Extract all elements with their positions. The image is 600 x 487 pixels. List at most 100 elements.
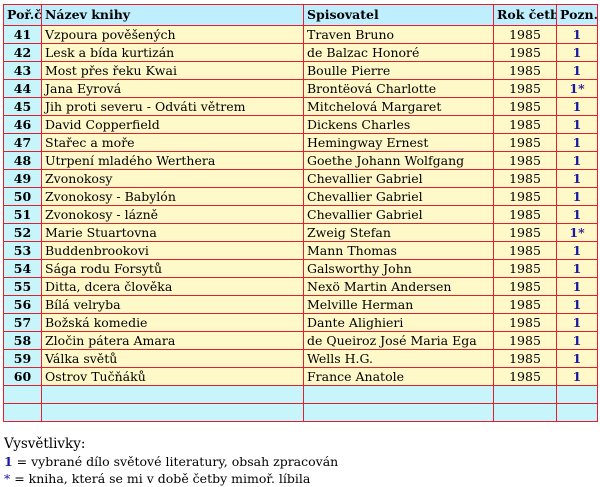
- row-year: 1985: [493, 349, 557, 368]
- row-number: 59: [3, 349, 42, 368]
- row-note: 1: [556, 115, 598, 134]
- row-year: 1985: [493, 223, 557, 242]
- row-number: 42: [3, 43, 42, 62]
- row-number: 53: [3, 241, 42, 260]
- empty-cell: [303, 385, 494, 404]
- row-author: France Anatole: [303, 367, 494, 386]
- row-number: 41: [3, 25, 42, 44]
- row-author: Mann Thomas: [303, 241, 494, 260]
- row-title: Buddenbrookovi: [41, 241, 304, 260]
- row-author: Chevallier Gabriel: [303, 205, 494, 224]
- table-row-empty: [3, 385, 598, 404]
- row-number: 48: [3, 151, 42, 170]
- legend-line-star: * = kniha, která se mi v době četby mimo…: [4, 470, 338, 487]
- row-note: 1: [556, 367, 598, 386]
- table-header-row: Poř.č. Název knihy Spisovatel Rok četby …: [3, 4, 598, 26]
- row-number: 60: [3, 367, 42, 386]
- row-year: 1985: [493, 367, 557, 386]
- table-row: 44 Jana Eyrová Brontëová Charlotte 1985 1*: [3, 79, 598, 98]
- empty-cell: [41, 403, 304, 422]
- legend-one-text: = vybrané dílo světové literatury, obsah…: [12, 454, 339, 469]
- row-year: 1985: [493, 169, 557, 188]
- legend-title: Vysvětlivky:: [4, 436, 86, 452]
- table-row: 57 Božská komedie Dante Alighieri 1985 1: [3, 313, 598, 332]
- row-year: 1985: [493, 97, 557, 116]
- row-author: de Balzac Honoré: [303, 43, 494, 62]
- row-note: 1: [556, 241, 598, 260]
- row-year: 1985: [493, 295, 557, 314]
- row-note: 1: [556, 187, 598, 206]
- row-year: 1985: [493, 79, 557, 98]
- row-number: 43: [3, 61, 42, 80]
- row-author: Hemingway Ernest: [303, 133, 494, 152]
- legend-one-symbol: 1: [4, 454, 13, 469]
- row-author: Chevallier Gabriel: [303, 187, 494, 206]
- empty-cell: [493, 385, 557, 404]
- table-row: 43 Most přes řeku Kwai Boulle Pierre 1985 1: [3, 61, 598, 80]
- table-row: 45 Jih proti severu - Odváti větrem Mitche…: [3, 97, 598, 116]
- table-row: 41 Vzpoura pověšených Traven Bruno 1985 1: [3, 25, 598, 44]
- empty-cell: [556, 385, 598, 404]
- row-title: Zvonokosy - lázně: [41, 205, 304, 224]
- row-note: 1: [556, 133, 598, 152]
- table-body: 41 Vzpoura pověšených Traven Bruno 1985 1 42 L…: [3, 25, 598, 422]
- legend: Vysvětlivky: 1 = vybrané dílo světové li…: [4, 436, 338, 487]
- row-title: Jih proti severu - Odváti větrem: [41, 97, 304, 116]
- row-number: 46: [3, 115, 42, 134]
- row-title: Utrpení mladého Werthera: [41, 151, 304, 170]
- row-title: Marie Stuartovna: [41, 223, 304, 242]
- row-author: Melville Herman: [303, 295, 494, 314]
- table-row: 55 Ditta, dcera člověka Nexö Martin Anders…: [3, 277, 598, 296]
- row-note: 1: [556, 277, 598, 296]
- row-year: 1985: [493, 133, 557, 152]
- table-row: 54 Sága rodu Forsytů Galsworthy John 1985 1: [3, 259, 598, 278]
- row-title: Sága rodu Forsytů: [41, 259, 304, 278]
- row-author: Mitchelová Margaret: [303, 97, 494, 116]
- row-year: 1985: [493, 61, 557, 80]
- row-note: 1*: [556, 223, 598, 242]
- row-title: Vzpoura pověšených: [41, 25, 304, 44]
- row-note: 1: [556, 259, 598, 278]
- row-note: 1: [556, 205, 598, 224]
- row-year: 1985: [493, 151, 557, 170]
- book-table: Poř.č. Název knihy Spisovatel Rok četby …: [3, 4, 598, 422]
- table-row: 53 Buddenbrookovi Mann Thomas 1985 1: [3, 241, 598, 260]
- table-row: 56 Bílá velryba Melville Herman 1985 1: [3, 295, 598, 314]
- row-title: Stařec a moře: [41, 133, 304, 152]
- empty-cell: [41, 385, 304, 404]
- row-number: 57: [3, 313, 42, 332]
- row-note: 1: [556, 25, 598, 44]
- row-author: Boulle Pierre: [303, 61, 494, 80]
- row-author: de Queiroz José Maria Ega: [303, 331, 494, 350]
- row-title: Lesk a bída kurtizán: [41, 43, 304, 62]
- table-row-empty: [3, 403, 598, 422]
- row-title: Most přes řeku Kwai: [41, 61, 304, 80]
- row-note: 1: [556, 97, 598, 116]
- row-author: Nexö Martin Andersen: [303, 277, 494, 296]
- row-author: Goethe Johann Wolfgang: [303, 151, 494, 170]
- row-number: 49: [3, 169, 42, 188]
- table-row: 60 Ostrov Tučňáků France Anatole 1985 1: [3, 367, 598, 386]
- table-row: 59 Válka světů Wells H.G. 1985 1: [3, 349, 598, 368]
- row-number: 51: [3, 205, 42, 224]
- row-year: 1985: [493, 43, 557, 62]
- table-row: 47 Stařec a moře Hemingway Ernest 1985 1: [3, 133, 598, 152]
- row-number: 55: [3, 277, 42, 296]
- row-year: 1985: [493, 115, 557, 134]
- row-note: 1: [556, 43, 598, 62]
- row-number: 47: [3, 133, 42, 152]
- row-title: Zvonokosy - Babylón: [41, 187, 304, 206]
- empty-cell: [3, 385, 42, 404]
- table-row: 58 Zločin pátera Amara de Queiroz José Mar…: [3, 331, 598, 350]
- row-author: Dante Alighieri: [303, 313, 494, 332]
- row-year: 1985: [493, 331, 557, 350]
- row-note: 1: [556, 61, 598, 80]
- row-title: Božská komedie: [41, 313, 304, 332]
- legend-star-symbol: *: [4, 471, 11, 486]
- row-number: 58: [3, 331, 42, 350]
- row-note: 1: [556, 349, 598, 368]
- legend-star-text: = kniha, která se mi v době četby mimoř.…: [10, 471, 311, 486]
- row-note: 1: [556, 331, 598, 350]
- row-title: Zločin pátera Amara: [41, 331, 304, 350]
- table-row: 42 Lesk a bída kurtizán de Balzac Honoré 19…: [3, 43, 598, 62]
